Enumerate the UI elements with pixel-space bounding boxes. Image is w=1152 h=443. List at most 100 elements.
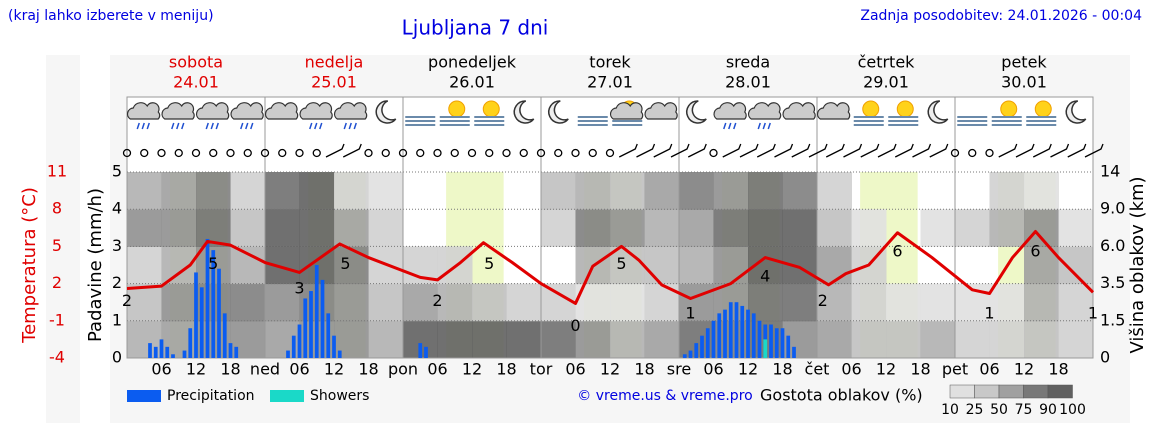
y2-axis-title: Višina oblakov (km) xyxy=(1127,176,1148,353)
x-tick-label: 06 xyxy=(703,360,723,379)
cloud xyxy=(816,102,851,120)
cloud-cell xyxy=(472,320,507,359)
weather-icon xyxy=(782,102,816,120)
cloud-cell xyxy=(506,320,542,359)
day-name: torek xyxy=(589,53,631,72)
cloud-cell xyxy=(541,209,576,247)
precip-bar xyxy=(291,335,296,358)
precip-bar xyxy=(171,354,175,358)
temp-label: 6 xyxy=(1030,242,1040,261)
cloud-cell xyxy=(506,283,542,322)
rain xyxy=(205,122,209,130)
cloud-scale-box xyxy=(1047,384,1073,399)
cloud-cell xyxy=(782,172,818,210)
sun xyxy=(896,100,914,118)
wind-barb xyxy=(1050,143,1070,158)
wind-calm xyxy=(226,148,235,158)
sun xyxy=(448,100,466,118)
temp-label: 2 xyxy=(432,291,442,310)
rain xyxy=(343,122,347,130)
cloud-cell xyxy=(161,172,197,210)
cloud-cell xyxy=(299,209,335,247)
cloud-cell xyxy=(437,320,473,359)
day-name: četrtek xyxy=(858,53,916,72)
cloud-cell xyxy=(713,209,749,247)
wind-calm xyxy=(364,148,373,158)
weather-icon xyxy=(230,102,264,130)
cloud-cell xyxy=(610,320,645,359)
cloud-cell xyxy=(851,209,887,247)
x-tick-label: 06 xyxy=(427,360,447,379)
cloud-cell xyxy=(679,172,714,210)
cloud-legend-title: Gostota oblakov (%) xyxy=(760,386,923,405)
weather-icon xyxy=(513,100,535,124)
x-tick-label: 12 xyxy=(876,360,896,379)
temperature-line xyxy=(126,230,1095,305)
cloud-cell xyxy=(644,246,680,285)
precip-bar xyxy=(217,268,221,358)
rain xyxy=(171,122,175,130)
cloud-cell xyxy=(713,246,749,285)
rain xyxy=(757,122,761,130)
wind-calm xyxy=(157,148,166,158)
wind-calm xyxy=(433,148,442,158)
weather-icon xyxy=(548,100,569,124)
temp-label: 5 xyxy=(340,254,350,273)
y2-tick-label: 14 xyxy=(1100,162,1120,181)
x-tick-label: 18 xyxy=(358,360,378,379)
wind-calm xyxy=(381,148,390,158)
wind-calm xyxy=(502,148,511,158)
weather-icon xyxy=(991,100,1022,126)
rain xyxy=(314,122,318,130)
precip-bar xyxy=(694,343,699,358)
weather-icon xyxy=(439,100,470,126)
cloud-scale-label: 90 xyxy=(1039,402,1057,418)
precip-bar xyxy=(309,291,313,358)
sun xyxy=(1034,100,1052,118)
cloud-cell xyxy=(265,172,300,210)
x-tick-label: 06 xyxy=(151,360,171,379)
rain xyxy=(353,122,357,130)
precip-bar xyxy=(786,335,791,358)
cloud-cell xyxy=(713,172,749,210)
x-tick-label: tor xyxy=(530,360,553,379)
x-tick-label: 12 xyxy=(600,360,620,379)
temp-label: 5 xyxy=(208,254,218,273)
weather-icon xyxy=(1065,100,1087,124)
temp-axis-title: Temperatura (°C) xyxy=(19,187,40,344)
temp-tick-label: -1 xyxy=(49,310,65,329)
cloud xyxy=(161,102,195,120)
wind-calm xyxy=(295,148,304,158)
wind-calm xyxy=(519,148,528,158)
cloud-cell xyxy=(955,320,990,359)
cloud-cell xyxy=(299,172,335,210)
precip-bar xyxy=(734,302,739,358)
legend-swatch xyxy=(270,390,304,402)
wind-calm xyxy=(985,148,994,158)
temp-label: 2 xyxy=(818,291,828,310)
cloud xyxy=(264,102,299,120)
cloud-cell xyxy=(127,172,162,210)
legend-swatch xyxy=(127,390,161,402)
x-tick-label: 18 xyxy=(910,360,930,379)
weather-icon xyxy=(747,102,782,130)
cloud-cell xyxy=(817,283,852,322)
cloud-cell xyxy=(368,320,404,359)
cloud xyxy=(230,102,264,120)
x-tick-label: 18 xyxy=(496,360,516,379)
cloud-scale-box xyxy=(1023,384,1049,399)
wind-barb xyxy=(687,143,707,158)
cloud-cell xyxy=(817,320,852,359)
rain xyxy=(245,122,249,130)
y-axis-title: Padavine (mm/h) xyxy=(85,188,106,342)
precip-bar xyxy=(792,346,796,358)
cloud-cell xyxy=(610,209,645,247)
cloud-cell xyxy=(1024,320,1059,359)
cloud-cell xyxy=(127,283,162,322)
sun xyxy=(482,100,500,118)
wind-barb xyxy=(653,143,673,158)
cloud-cell xyxy=(541,172,576,210)
wind-barb xyxy=(342,143,362,158)
x-tick-label: 12 xyxy=(324,360,344,379)
wind-calm xyxy=(312,148,321,158)
